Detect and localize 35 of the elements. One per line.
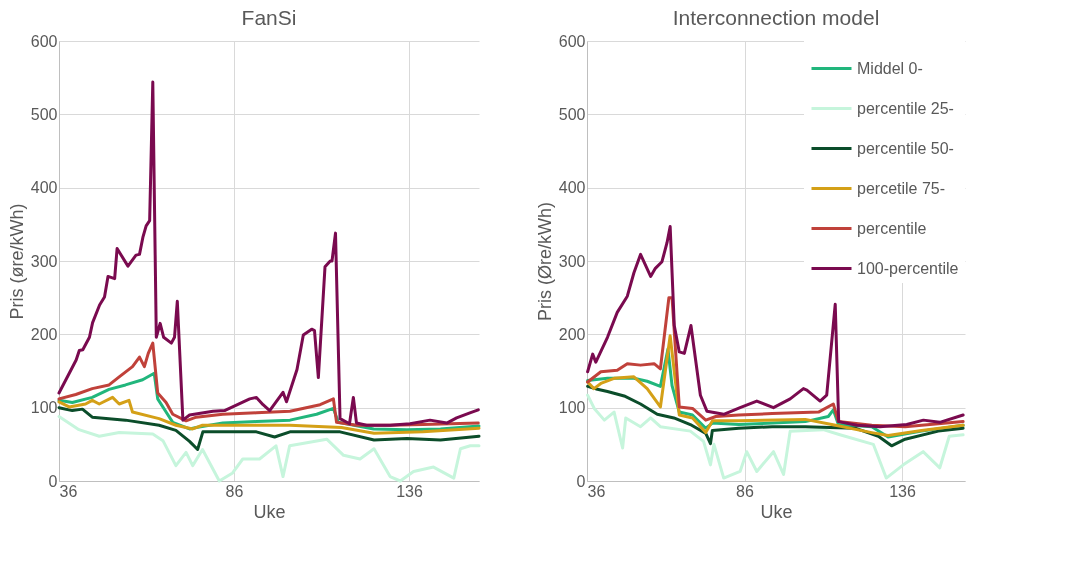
y-tick-label: 100 xyxy=(558,399,586,417)
y-tick-label: 600 xyxy=(30,32,58,50)
y-tick-label: 200 xyxy=(558,325,586,343)
line-series xyxy=(57,395,481,435)
y-tick-label: 500 xyxy=(30,105,58,123)
legend-label: percentile 50- xyxy=(857,139,954,157)
y-tick-label: 100 xyxy=(30,399,58,417)
legend-label: percetile 75- xyxy=(857,179,946,197)
x-tick-label: 136 xyxy=(396,482,423,500)
y-axis-title: Pris (øre/kWh) xyxy=(6,203,27,320)
y-tick-label: 500 xyxy=(558,105,586,123)
y-tick-label: 0 xyxy=(576,472,586,490)
x-tick-label: 86 xyxy=(225,482,244,500)
y-tick-label: 400 xyxy=(558,179,586,197)
x-tick-label: 36 xyxy=(59,482,78,500)
x-axis-title: Uke xyxy=(760,501,793,522)
y-axis-title: Pris (Øre/kWh) xyxy=(534,202,555,321)
x-tick-label: 86 xyxy=(736,482,754,500)
y-tick-label: 300 xyxy=(558,252,586,270)
line-series xyxy=(57,406,481,451)
x-axis-title: Uke xyxy=(253,501,286,522)
y-tick-label: 0 xyxy=(48,472,58,490)
legend-label: Middel 0- xyxy=(857,59,923,77)
legend-label: 100-percentile xyxy=(857,259,959,277)
chart-title: FanSi xyxy=(241,6,297,29)
x-tick-label: 136 xyxy=(889,482,916,500)
y-tick-label: 200 xyxy=(30,325,58,343)
y-tick-label: 400 xyxy=(30,179,58,197)
x-tick-label: 36 xyxy=(587,482,606,500)
y-tick-label: 300 xyxy=(30,252,58,270)
legend-label: percentile xyxy=(857,219,927,237)
chart-title: Interconnection model xyxy=(672,6,880,29)
line-series xyxy=(57,80,480,427)
legend-label: percentile 25- xyxy=(857,99,954,117)
y-tick-label: 600 xyxy=(558,32,586,50)
